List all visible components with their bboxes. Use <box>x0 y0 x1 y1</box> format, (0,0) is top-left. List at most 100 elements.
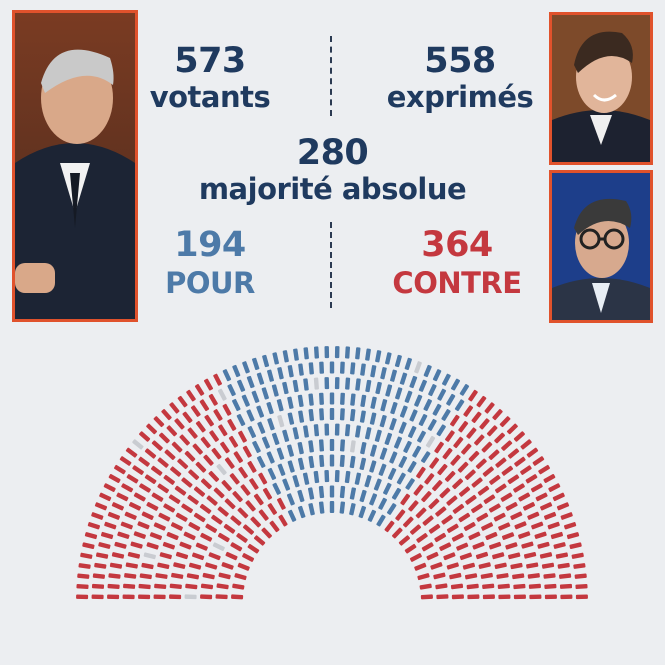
seat <box>195 420 206 433</box>
seat <box>525 474 538 484</box>
seat <box>107 583 120 589</box>
seat <box>139 431 151 442</box>
seat <box>232 491 243 503</box>
seat <box>195 461 207 473</box>
seat <box>417 430 426 443</box>
seat <box>339 361 345 374</box>
seat <box>92 573 106 579</box>
seat <box>386 503 397 515</box>
seat <box>237 379 246 392</box>
seat <box>468 450 480 462</box>
seat <box>141 562 154 570</box>
seat <box>324 423 330 436</box>
seat <box>154 583 167 590</box>
seat <box>121 483 134 493</box>
seat <box>334 346 340 359</box>
seat <box>228 435 239 448</box>
seat <box>266 451 275 464</box>
seat <box>188 469 200 480</box>
seat <box>216 463 227 476</box>
seat <box>404 357 412 371</box>
seat <box>500 492 513 502</box>
seat <box>153 594 166 600</box>
seat <box>364 475 372 488</box>
seat <box>547 521 560 530</box>
seat <box>124 511 137 520</box>
seat <box>367 509 377 522</box>
portrait-left <box>12 10 138 322</box>
seat <box>256 405 265 418</box>
seat <box>398 421 407 434</box>
seat <box>428 498 440 510</box>
seat <box>370 365 377 378</box>
seat <box>508 552 521 560</box>
seat <box>349 503 356 516</box>
seat <box>378 463 387 476</box>
seat <box>452 503 465 514</box>
seat <box>459 552 473 561</box>
seat <box>520 465 532 475</box>
seat <box>179 434 190 446</box>
seat <box>390 401 398 415</box>
seat <box>233 451 244 463</box>
seat <box>432 480 443 492</box>
seat <box>149 532 163 540</box>
seat <box>429 457 440 469</box>
seat <box>471 477 483 488</box>
seat <box>538 464 550 475</box>
seat <box>186 573 200 580</box>
seat <box>409 375 418 389</box>
seat <box>475 551 489 560</box>
seat <box>458 486 471 497</box>
seat <box>488 449 500 460</box>
seat <box>203 454 214 466</box>
seat <box>162 541 176 550</box>
seat <box>389 418 397 431</box>
seat <box>133 492 146 502</box>
seat <box>194 384 205 396</box>
seat <box>498 522 511 531</box>
seat <box>405 478 415 490</box>
seat <box>446 495 458 506</box>
seat <box>303 425 309 438</box>
seat <box>369 412 377 425</box>
seat <box>95 552 109 559</box>
seat <box>313 470 320 484</box>
seat <box>370 444 377 457</box>
seat <box>400 493 411 506</box>
seat <box>195 542 208 551</box>
divider-bottom <box>330 222 332 308</box>
seat <box>537 541 550 549</box>
seat <box>495 457 507 468</box>
seat <box>548 483 561 492</box>
divider-top <box>330 36 332 116</box>
seat <box>193 512 206 523</box>
seat <box>329 439 335 451</box>
seat <box>166 531 179 541</box>
seat <box>169 583 182 589</box>
seat <box>78 563 91 569</box>
seat <box>224 498 236 510</box>
seat <box>479 418 490 430</box>
seat <box>114 541 127 549</box>
seat <box>442 447 453 460</box>
seat <box>414 361 422 374</box>
seat <box>166 425 178 437</box>
seat <box>188 562 202 570</box>
seat <box>220 441 230 454</box>
seat <box>543 473 556 484</box>
seat <box>434 441 444 454</box>
seat <box>359 457 367 471</box>
seat <box>76 594 89 600</box>
seat <box>404 543 417 554</box>
seat <box>513 431 525 442</box>
seat <box>465 494 477 505</box>
seat <box>261 436 271 449</box>
seat <box>238 466 248 479</box>
seat <box>494 432 506 444</box>
portrait-top-right <box>549 12 653 165</box>
seat <box>518 531 531 539</box>
seat <box>385 384 393 397</box>
seat <box>541 562 555 569</box>
seat <box>409 553 422 562</box>
